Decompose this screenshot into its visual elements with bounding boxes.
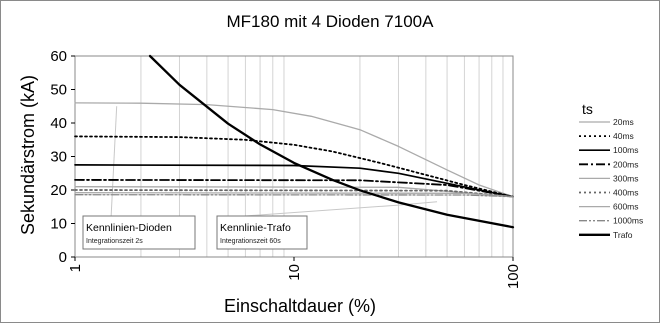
y-axis-ticks: 0 10 20 30 40 50 60 (50, 48, 75, 266)
y-tick-label: 40 (50, 115, 67, 132)
y-tick-label: 50 (50, 82, 67, 99)
annotation-box-dioden-frame (82, 215, 196, 250)
y-tick-label: 0 (59, 249, 67, 266)
legend-label-1000ms: 1000ms (613, 216, 643, 226)
y-tick-label: 10 (50, 216, 67, 233)
legend-label-400ms: 400ms (613, 188, 639, 198)
annotation-box-trafo-frame (216, 215, 308, 250)
annotation-box-trafo: Kennlinie-Trafo Integrationszeit 60s (216, 215, 308, 250)
legend-title: ts (582, 101, 593, 117)
legend-label-40ms: 40ms (613, 131, 634, 141)
x-axis-label: Einschaltdauer (%) (224, 296, 376, 316)
annotation-box-dioden: Kennlinien-Dioden Integrationszeit 2s (82, 215, 196, 250)
series-group (74, 54, 515, 229)
annotation-leaders (109, 106, 438, 232)
annotation-trafo-subtitle: Integrationszeit 60s (220, 238, 281, 245)
chart-title: MF180 mit 4 Dioden 7100A (227, 12, 435, 31)
legend-label-trafo: Trafo (613, 230, 633, 240)
x-tick-label: 100 (505, 264, 522, 289)
series-line-20ms (74, 102, 514, 198)
annotation-leader-trafo (244, 201, 438, 217)
x-axis-ticks: 1 10 100 (67, 257, 522, 289)
series-line-200ms (74, 178, 514, 198)
legend-label-20ms: 20ms (613, 117, 634, 127)
legend-label-600ms: 600ms (613, 202, 639, 212)
annotation-trafo-title: Kennlinie-Trafo (220, 222, 291, 234)
series-line-trafo (148, 54, 515, 229)
annotation-leader-dioden (109, 106, 118, 232)
x-tick-label: 1 (67, 264, 84, 272)
annotation-dioden-title: Kennlinien-Dioden (86, 222, 172, 234)
legend: 20ms 40ms 100ms 200ms 300ms 400ms 600ms 1000ms T… (579, 117, 643, 240)
series-line-40ms (74, 135, 514, 198)
x-tick-label: 10 (286, 264, 303, 281)
series-line-1000ms (74, 194, 514, 198)
legend-label-200ms: 200ms (613, 159, 639, 169)
y-tick-label: 20 (50, 182, 67, 199)
y-tick-label: 30 (50, 149, 67, 166)
y-axis-label: Sekundärstrom (kA) (18, 75, 38, 235)
y-tick-label: 60 (50, 48, 67, 65)
legend-label-100ms: 100ms (613, 145, 639, 155)
annotation-dioden-subtitle: Integrationszeit 2s (86, 238, 143, 245)
legend-label-300ms: 300ms (613, 173, 639, 183)
